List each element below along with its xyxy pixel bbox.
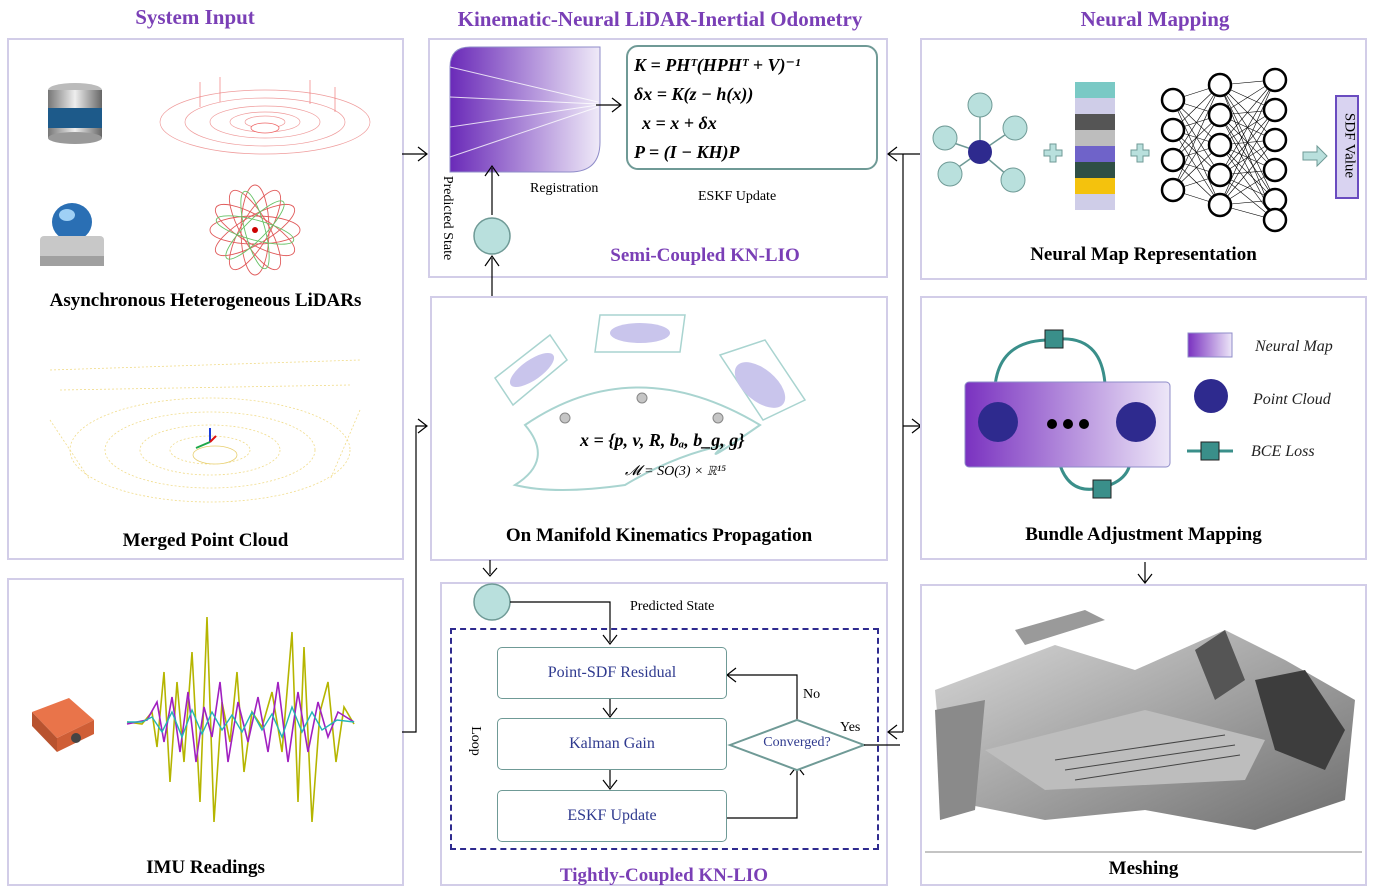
solid-state-lidar-icon	[40, 203, 104, 266]
mlp-edge	[1219, 79, 1276, 176]
mlp-edge	[1172, 84, 1221, 161]
bundle-adjustment-diagram	[964, 329, 1171, 499]
state-node-semi	[473, 164, 511, 296]
mlp-node	[1207, 192, 1233, 218]
mlp-node	[1160, 117, 1186, 143]
mlp-node	[1160, 147, 1186, 173]
mlp-node	[1262, 127, 1288, 153]
eskf-update-step: ESKF Update	[497, 790, 727, 842]
mlp-node	[1160, 177, 1186, 203]
mlp-node	[1262, 97, 1288, 123]
equation-1: K = PHᵀ(HPHᵀ + V)⁻¹	[634, 55, 801, 75]
semi-predicted-state-label: Predicted State	[440, 175, 455, 261]
semi-coupled-title: Semi-Coupled KN-LIO	[610, 245, 800, 266]
legend-bce-loss: BCE Loss	[1251, 443, 1315, 460]
eskf-update-label: ESKF Update	[698, 189, 777, 204]
loop-label: Loop	[468, 726, 483, 756]
sdf-value-output: SDF Value	[1335, 95, 1359, 199]
mlp-node	[1207, 162, 1233, 188]
feature-cell	[1075, 130, 1115, 146]
sdf-value-label: SDF Value	[1341, 112, 1358, 179]
registration-arrow	[596, 97, 622, 113]
mlp-node	[1207, 102, 1233, 128]
neural-map-legend-icon	[1187, 332, 1233, 358]
imu-sensor-icon	[32, 698, 94, 752]
mesh-reconstruction	[925, 610, 1362, 853]
registration-label: Registration	[530, 181, 599, 196]
feature-cell	[1075, 194, 1115, 210]
point-cloud-scan-1	[159, 77, 371, 155]
mlp-node	[1262, 157, 1288, 183]
feature-cell	[1075, 178, 1115, 194]
equation-3: x = x + δx	[642, 113, 717, 133]
feature-cell	[1075, 98, 1115, 114]
legend-point-cloud: Point Cloud	[1253, 391, 1331, 408]
mlp-edge	[1219, 79, 1276, 206]
feature-cell	[1075, 146, 1115, 162]
manifold-diagram	[493, 314, 807, 491]
mlp-node	[1262, 187, 1288, 213]
mlp-node	[1207, 132, 1233, 158]
imu-signal-plot	[126, 616, 355, 823]
section-title-odometry: Kinematic-Neural LiDAR-Inertial Odometry	[457, 7, 863, 31]
lidars-caption: Asynchronous Heterogeneous LiDARs	[49, 290, 362, 311]
mlp-edge	[1219, 109, 1276, 206]
kalman-gain-step: Kalman Gain	[497, 718, 727, 770]
point-cloud-scan-2	[209, 184, 301, 276]
mlp-edge	[1219, 139, 1276, 206]
bce-loss-legend-icon	[1187, 441, 1233, 461]
tight-coupled-title: Tightly-Coupled KN-LIO	[559, 865, 769, 886]
mlp-node	[1262, 207, 1288, 233]
mlp-node	[1160, 87, 1186, 113]
mlp-node	[1262, 67, 1288, 93]
section-title-input: System Input	[135, 5, 255, 29]
neural-map-block	[449, 46, 601, 173]
tight-flow-arrows	[473, 560, 900, 819]
mlp-edge	[1172, 114, 1221, 191]
point-sdf-residual-step: Point-SDF Residual	[497, 647, 727, 699]
feature-cell	[1075, 162, 1115, 178]
equation-4: P = (I − KH)P	[634, 142, 740, 162]
feature-cell	[1075, 82, 1115, 98]
neural-map-diagram	[932, 67, 1328, 233]
merged-point-cloud	[49, 359, 361, 503]
eskf-equation-box: K = PHᵀ(HPHᵀ + V)⁻¹ δx = K(z − h(x)) x =…	[626, 45, 878, 170]
state-equation: x = {p, v, R, bₐ, b_g, g}	[580, 430, 745, 450]
merged-caption: Merged Point Cloud	[122, 530, 289, 551]
point-cloud-legend-icon	[1194, 379, 1228, 413]
to-meshing-arrow	[1137, 562, 1153, 584]
neural-map-caption: Neural Map Representation	[1030, 244, 1257, 265]
converged-decision: Converged?	[763, 735, 831, 750]
propagation-caption: On Manifold Kinematics Propagation	[505, 525, 813, 546]
no-label: No	[803, 687, 821, 702]
legend-neural-map: Neural Map	[1255, 338, 1333, 355]
input-to-odometry-arrows	[402, 146, 428, 733]
manifold-equation: 𝓜 = SO(3) × ℝ¹⁵	[625, 464, 726, 479]
feature-cell	[1075, 114, 1115, 130]
mlp-edge	[1172, 84, 1221, 191]
section-title-mapping: Neural Mapping	[1080, 7, 1230, 31]
loop-box	[450, 628, 879, 850]
spinning-lidar-icon	[48, 83, 102, 144]
mlp-edge	[1219, 79, 1276, 146]
mlp-node	[1207, 72, 1233, 98]
imu-caption: IMU Readings	[146, 857, 265, 878]
tight-predicted-state-label: Predicted State	[630, 599, 715, 614]
yes-label: Yes	[840, 720, 861, 735]
bundle-adjustment-caption: Bundle Adjustment Mapping	[1025, 524, 1262, 545]
mapping-link-arrows	[887, 146, 922, 740]
equation-2: δx = K(z − h(x))	[634, 84, 754, 104]
imu-panel	[7, 578, 404, 886]
meshing-caption: Meshing	[1108, 858, 1179, 879]
